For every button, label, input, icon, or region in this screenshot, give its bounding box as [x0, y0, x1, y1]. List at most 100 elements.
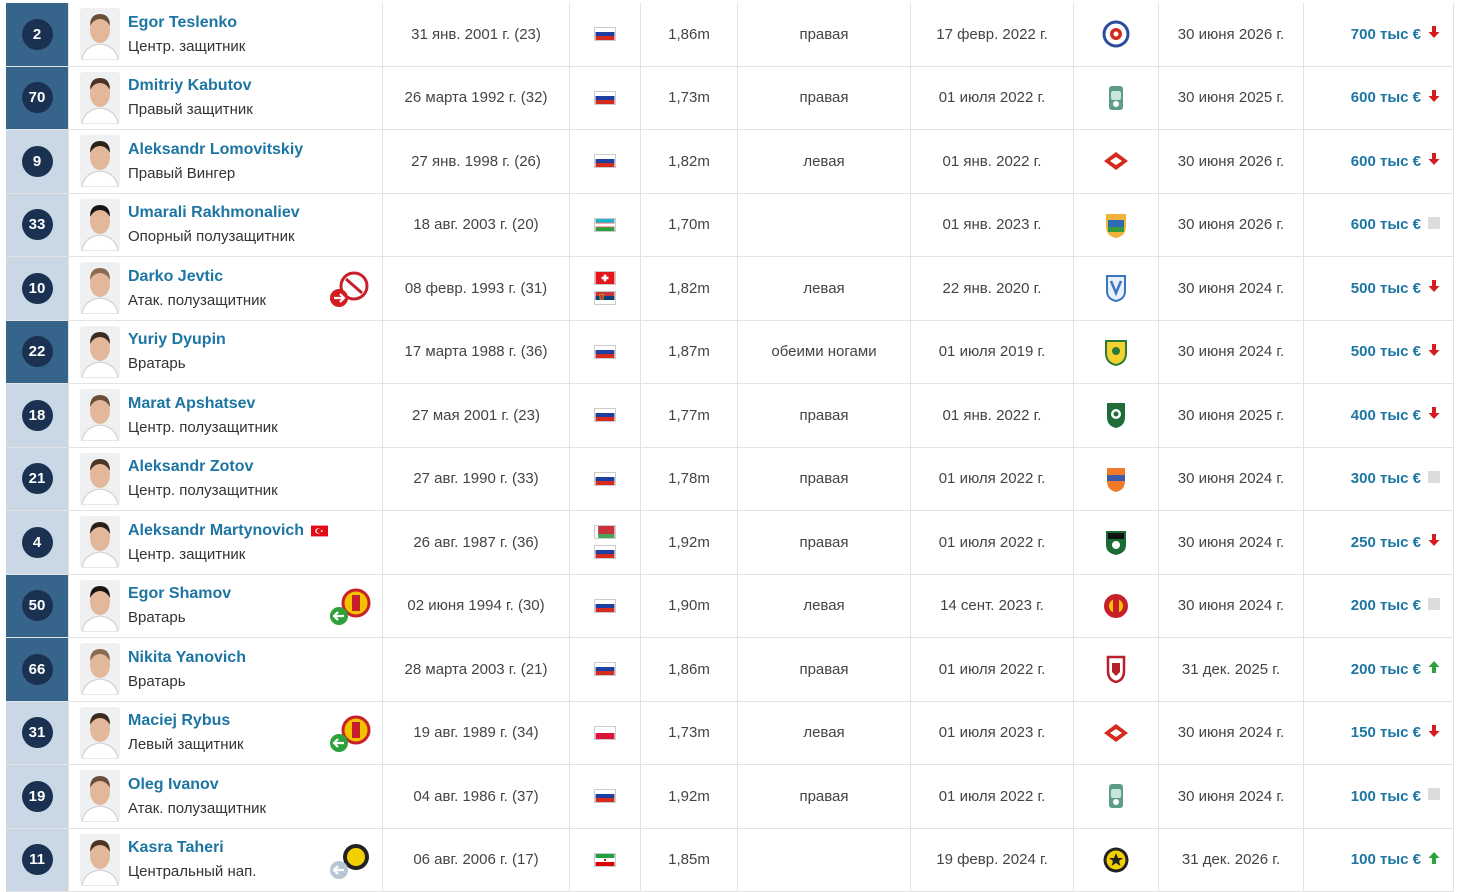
player-name-link[interactable]: Umarali Rakhmonaliev: [128, 204, 300, 222]
market-value-link[interactable]: 400 тыс €: [1351, 407, 1421, 424]
player-photo[interactable]: [80, 580, 120, 632]
market-value-link[interactable]: 600 тыс €: [1351, 216, 1421, 233]
red-shield-crest-icon[interactable]: [1102, 654, 1130, 684]
player-photo[interactable]: [80, 707, 120, 759]
shirt-number-cell: 33: [6, 194, 69, 258]
player-name-link[interactable]: Aleksandr Lomovitskiy: [128, 141, 303, 159]
arsenal-crest-icon[interactable]: [1102, 591, 1130, 621]
yellow-crest-icon[interactable]: [1102, 337, 1130, 367]
market-value-link[interactable]: 600 тыс €: [1351, 153, 1421, 170]
shield-crest-icon[interactable]: [1102, 210, 1130, 240]
flag-icon: [594, 726, 616, 740]
date-of-birth: 06 авг. 2006 г. (17): [383, 829, 570, 892]
ball-crest-icon[interactable]: [1102, 19, 1130, 49]
player-photo[interactable]: [80, 834, 120, 886]
contract-until: 30 июня 2026 г.: [1159, 3, 1304, 67]
player-name-link[interactable]: Maciej Rybus: [128, 712, 230, 730]
player-photo[interactable]: [80, 135, 120, 187]
market-value-link[interactable]: 500 тыс €: [1351, 343, 1421, 360]
market-value-link[interactable]: 100 тыс €: [1351, 788, 1421, 805]
market-value-link[interactable]: 200 тыс €: [1351, 597, 1421, 614]
player-position: Центр. полузащитник: [128, 419, 278, 436]
market-value-link[interactable]: 300 тыс €: [1351, 470, 1421, 487]
player-name-link[interactable]: Darko Jevtic: [128, 268, 223, 286]
player-photo[interactable]: [80, 8, 120, 60]
flag-icon: [594, 408, 616, 422]
player-name-link[interactable]: Marat Apshatsev: [128, 395, 255, 413]
nationality-cell: [570, 575, 641, 639]
green-crest-icon[interactable]: [1102, 83, 1130, 113]
krasnodar-crest-icon[interactable]: [1102, 527, 1130, 557]
table-row[interactable]: 11 Kasra Taheri Центральный нап. 06 авг. 20…: [6, 829, 1456, 892]
player-name-link[interactable]: Kasra Taheri: [128, 839, 224, 857]
player-name-link[interactable]: Aleksandr Martynovich: [128, 522, 304, 540]
nationality-cell: [570, 384, 641, 448]
akhmat-crest-icon[interactable]: [1102, 400, 1130, 430]
market-value-link[interactable]: 250 тыс €: [1351, 534, 1421, 551]
height: 1,87m: [641, 321, 738, 385]
player-photo[interactable]: [80, 770, 120, 822]
player-name-link[interactable]: Oleg Ivanov: [128, 776, 219, 794]
preferred-foot: правая: [738, 765, 911, 829]
market-value-link[interactable]: 600 тыс €: [1351, 89, 1421, 106]
joined-date: 22 янв. 2020 г.: [911, 257, 1074, 321]
player-photo[interactable]: [80, 453, 120, 505]
shirt-number-cell: 70: [6, 67, 69, 131]
player-position: Центральный нап.: [128, 863, 256, 880]
blue-crest-icon[interactable]: [1102, 273, 1130, 303]
market-value-link[interactable]: 500 тыс €: [1351, 280, 1421, 297]
shirt-number: 11: [22, 844, 53, 875]
shirt-number: 2: [22, 19, 53, 50]
joined-date: 01 июля 2022 г.: [911, 765, 1074, 829]
preferred-foot: правая: [738, 384, 911, 448]
player-photo[interactable]: [80, 389, 120, 441]
player-name-link[interactable]: Egor Teslenko: [128, 14, 237, 32]
preferred-foot: левая: [738, 575, 911, 639]
flag-icon: [594, 154, 616, 168]
spartak-crest-icon[interactable]: [1102, 146, 1130, 176]
market-value-link[interactable]: 150 тыс €: [1351, 724, 1421, 741]
flag-icon: [594, 291, 616, 305]
player-position: Атак. полузащитник: [128, 292, 266, 309]
player-name-link[interactable]: Dmitriy Kabutov: [128, 77, 252, 95]
player-photo[interactable]: [80, 262, 120, 314]
player-photo[interactable]: [80, 326, 120, 378]
market-value-link[interactable]: 100 тыс €: [1351, 851, 1421, 868]
player-photo[interactable]: [80, 72, 120, 124]
flag-icon: [594, 853, 616, 867]
market-value-link[interactable]: 700 тыс €: [1351, 26, 1421, 43]
spartak-crest-icon[interactable]: [1102, 718, 1130, 748]
player-name-link[interactable]: Yuriy Dyupin: [128, 331, 226, 349]
green-crest-icon[interactable]: [1102, 781, 1130, 811]
orange-crest-icon[interactable]: [1102, 464, 1130, 494]
market-value-link[interactable]: 200 тыс €: [1351, 661, 1421, 678]
preferred-foot: левая: [738, 130, 911, 194]
player-photo[interactable]: [80, 516, 120, 568]
player-name-link[interactable]: Aleksandr Zotov: [128, 458, 253, 476]
height: 1,82m: [641, 130, 738, 194]
trend-down-icon: [1427, 279, 1441, 297]
player-photo[interactable]: [80, 643, 120, 695]
nationality-cell: [570, 448, 641, 512]
player-photo[interactable]: [80, 199, 120, 251]
player-name-link[interactable]: Egor Shamov: [128, 585, 231, 603]
player-name-link[interactable]: Nikita Yanovich: [128, 649, 246, 667]
shirt-number-cell: 10: [6, 257, 69, 321]
flag-icon: [594, 662, 616, 676]
trend-neutral-icon: [1427, 470, 1441, 488]
sepahan-crest-icon[interactable]: [1102, 845, 1130, 875]
